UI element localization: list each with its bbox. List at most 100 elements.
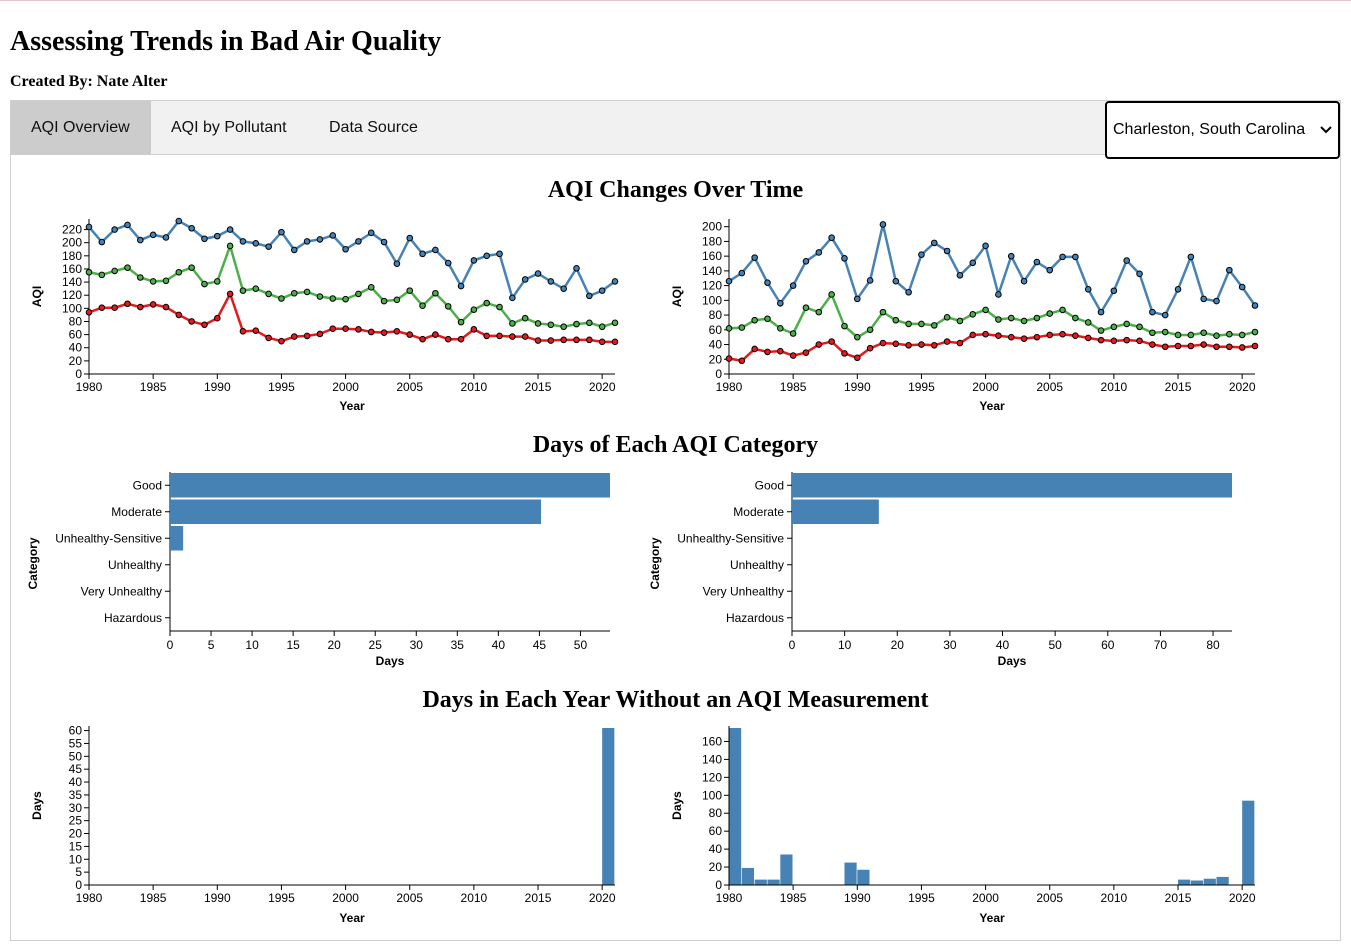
data-point-median (789, 352, 797, 359)
y-tick-label: 20 (709, 352, 723, 366)
data-point-median (278, 337, 285, 345)
data-point-p90 (841, 322, 848, 330)
x-tick-label: 0 (789, 638, 796, 652)
x-tick-label: 10 (838, 638, 852, 652)
data-point-max (432, 246, 439, 254)
data-point-max (828, 234, 835, 242)
missing-days-bar (1242, 800, 1255, 885)
data-point-max (866, 277, 874, 284)
data-point-max (1226, 266, 1233, 274)
data-point-p90 (1123, 320, 1131, 328)
data-point-p90 (355, 290, 362, 298)
data-point-p90 (969, 311, 977, 318)
data-point-median (393, 328, 401, 335)
data-point-p90 (483, 299, 491, 307)
category-label: Very Unhealthy (81, 584, 162, 598)
data-point-p90 (1033, 314, 1041, 322)
data-point-max (444, 259, 452, 267)
data-point-p90 (162, 277, 170, 285)
data-point-max (841, 255, 848, 262)
x-axis-label: Year (979, 911, 1005, 925)
location-select[interactable]: Charleston, South Carolina (1105, 101, 1340, 159)
data-point-p90 (342, 295, 349, 303)
data-point-max (802, 258, 810, 265)
x-tick-label: 2020 (1229, 891, 1256, 905)
data-point-p90 (406, 287, 414, 294)
x-tick-label: 50 (574, 638, 588, 652)
data-point-p90 (560, 323, 567, 331)
data-point-median (111, 304, 118, 311)
data-point-median (1174, 342, 1182, 350)
data-point-max (342, 245, 349, 253)
data-point-max (393, 260, 401, 268)
y-tick-label: 60 (709, 824, 723, 838)
x-tick-label: 2020 (1229, 380, 1256, 394)
data-point-max (1238, 283, 1246, 291)
data-point-median (239, 328, 247, 335)
data-point-median (188, 318, 195, 325)
missing-days-bar (754, 879, 767, 885)
y-tick-label: 35 (69, 788, 83, 802)
y-tick-label: 15 (69, 839, 83, 853)
x-tick-label: 1995 (268, 380, 295, 394)
data-point-median (1136, 337, 1143, 345)
y-tick-label: 10 (69, 852, 83, 866)
data-point-median (1200, 341, 1207, 348)
data-point-p90 (828, 291, 835, 298)
x-tick-label: 45 (533, 638, 547, 652)
data-point-p90 (1187, 331, 1195, 339)
x-tick-label: 25 (369, 638, 383, 652)
data-point-p90 (290, 289, 298, 297)
x-tick-label: 70 (1154, 638, 1168, 652)
x-tick-label: 1985 (780, 891, 807, 905)
data-point-median (521, 333, 529, 340)
category-bar (170, 526, 184, 551)
data-point-p90 (1072, 314, 1079, 322)
data-point-max (1020, 277, 1028, 285)
y-tick-label: 40 (69, 341, 83, 355)
y-tick-label: 220 (62, 223, 82, 237)
tab-aqi-by-pollutant[interactable]: AQI by Pollutant (171, 119, 287, 136)
x-tick-label: 2020 (589, 380, 616, 394)
data-point-median (367, 328, 375, 336)
data-point-max (1161, 311, 1169, 319)
data-point-p90 (1059, 306, 1066, 314)
data-point-median (725, 355, 733, 362)
data-point-max (1200, 295, 1207, 303)
data-point-max (853, 295, 861, 303)
missing-days-bar (602, 728, 615, 885)
data-point-p90 (1020, 317, 1028, 325)
data-point-p90 (432, 289, 439, 297)
data-point-max (1213, 297, 1220, 305)
x-tick-label: 2000 (332, 380, 359, 394)
data-point-p90 (1097, 327, 1105, 334)
y-axis-label: Days (670, 791, 684, 820)
tab-data-source[interactable]: Data Source (329, 119, 418, 136)
data-point-max (316, 236, 324, 243)
author-byline: Created By: Nate Alter (10, 73, 168, 90)
data-point-max (611, 278, 619, 285)
y-tick-label: 100 (702, 788, 722, 802)
y-tick-label: 140 (62, 275, 82, 289)
aqi-category-chart-left: Good Moderate Unhealthy-Sensitive Unhealthy… (26, 472, 610, 668)
tab-aqi-overview[interactable]: AQI Overview (11, 101, 151, 155)
data-point-median (1097, 336, 1105, 344)
x-tick-label: 2000 (972, 891, 999, 905)
data-point-p90 (111, 267, 118, 275)
data-point-median (560, 336, 567, 344)
y-tick-label: 180 (702, 234, 722, 248)
data-point-max (380, 238, 388, 246)
y-tick-label: 60 (709, 323, 723, 337)
data-point-p90 (1174, 331, 1182, 339)
data-point-median (853, 354, 861, 362)
data-point-median (1161, 343, 1169, 351)
data-point-median (1123, 336, 1131, 344)
data-point-max (496, 250, 503, 258)
data-point-median (1020, 335, 1028, 342)
data-point-max (1033, 258, 1041, 266)
data-point-p90 (239, 287, 247, 294)
data-point-p90 (777, 325, 784, 332)
data-point-max (213, 232, 221, 240)
y-tick-label: 20 (69, 827, 83, 841)
x-axis-label: Year (339, 911, 365, 925)
